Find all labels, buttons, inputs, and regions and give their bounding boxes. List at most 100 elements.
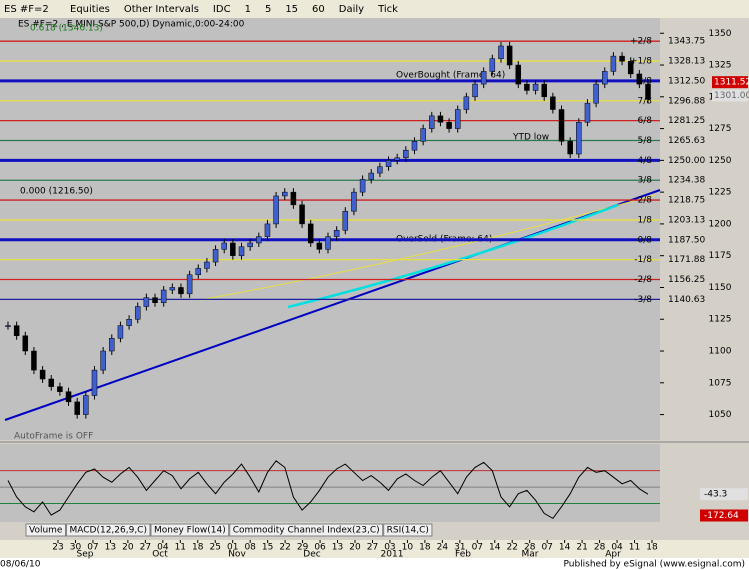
candle — [420, 128, 426, 142]
level-value: 1156.25 — [668, 275, 705, 285]
osc-pane — [0, 444, 660, 522]
level-name: 7/8 — [638, 96, 653, 106]
candle — [5, 325, 11, 327]
y-tick-label: 1125 — [709, 315, 732, 325]
level-name: +1/8 — [630, 57, 652, 67]
candle — [212, 249, 219, 263]
toolbar-item[interactable]: Daily — [339, 4, 364, 15]
candle — [57, 386, 63, 392]
tab[interactable]: RSI(14,C) — [387, 526, 429, 536]
date-label: 27 — [367, 543, 378, 553]
candle — [273, 195, 279, 225]
candle — [256, 236, 262, 244]
candle — [31, 350, 37, 371]
candle — [472, 83, 478, 98]
tab-box[interactable] — [25, 523, 66, 537]
toolbar-item[interactable]: Other Intervals — [124, 4, 199, 15]
osc-line — [7, 460, 649, 520]
ob-label: OverBought (Frame: 64) — [396, 71, 505, 81]
candle — [282, 191, 288, 197]
date-label: 07 — [472, 543, 483, 553]
candle — [307, 223, 314, 244]
date-label: 18 — [419, 543, 431, 553]
candle — [567, 141, 573, 155]
candle — [83, 395, 89, 415]
date-label: 04 — [157, 543, 169, 553]
toolbar-item[interactable]: Equities — [70, 4, 110, 15]
price-axis — [660, 18, 749, 440]
candle — [13, 325, 20, 337]
tab[interactable]: Money Flow(14) — [154, 526, 226, 536]
osc-tag — [700, 488, 748, 501]
month-label: Nov — [228, 550, 246, 560]
toolbar-item[interactable]: 1 — [245, 4, 251, 15]
symbol[interactable]: ES #F=2 — [4, 4, 49, 15]
month-label: 2011 — [381, 550, 404, 560]
candle — [550, 96, 556, 110]
candle — [394, 157, 400, 161]
osc-tag — [700, 509, 748, 522]
tab-box[interactable] — [65, 523, 151, 537]
y-tick-label: 1175 — [709, 251, 732, 261]
date-label: 13 — [332, 543, 343, 553]
month-label: Oct — [152, 550, 168, 560]
candle — [576, 121, 582, 155]
candle — [160, 289, 167, 303]
candle — [299, 204, 305, 225]
level-name: +2/8 — [630, 37, 652, 47]
candle — [489, 58, 496, 72]
candle — [238, 246, 245, 256]
level-value: 1203.13 — [668, 215, 705, 225]
toolbar-item[interactable]: 60 — [312, 4, 325, 15]
candle — [247, 242, 253, 248]
level-value: 1218.75 — [668, 196, 705, 206]
candle — [627, 60, 634, 75]
level-name: 3/8 — [638, 176, 653, 186]
date-label: 28 — [524, 543, 536, 553]
y-tick-label: 1250 — [709, 156, 732, 166]
tab[interactable]: Volume — [29, 526, 63, 536]
candle — [178, 287, 184, 295]
fib-label: 0.000 (1216.50) — [20, 187, 93, 197]
date-label: 28 — [594, 543, 606, 553]
date-label: 20 — [122, 543, 134, 553]
date-axis — [0, 540, 749, 558]
date-label: 14 — [489, 543, 501, 553]
toolbar-item[interactable]: 15 — [285, 4, 298, 15]
date-label: 27 — [140, 543, 151, 553]
toolbar — [0, 0, 749, 18]
price-tag — [712, 89, 748, 102]
tab-box[interactable] — [229, 523, 384, 537]
toolbar-item[interactable]: Tick — [377, 4, 398, 15]
candle — [515, 64, 522, 85]
toolbar-item[interactable]: IDC — [213, 4, 231, 15]
candle — [204, 261, 210, 269]
tab[interactable]: Commodity Channel Index(23,C) — [233, 526, 380, 536]
level-name: 5/8 — [638, 136, 653, 146]
y-tick-label: 1325 — [709, 61, 732, 71]
candle — [117, 325, 124, 339]
tab[interactable]: MACD(12,26,9,C) — [69, 526, 147, 536]
tab-box[interactable] — [383, 523, 433, 537]
candle — [446, 121, 452, 129]
footer: Published by eSignal (www.esignal.com) — [563, 560, 745, 570]
month-label: Sep — [77, 550, 94, 560]
candle — [645, 83, 651, 100]
price-tag-label: 1311.52 — [714, 78, 749, 88]
date-label: 11 — [629, 543, 640, 553]
candle — [316, 242, 323, 250]
toolbar-item[interactable]: 5 — [265, 4, 271, 15]
level-name: 4/8 — [638, 156, 653, 166]
candle — [636, 73, 643, 85]
date-label: 11 — [175, 543, 186, 553]
level-name: -1/8 — [634, 255, 652, 265]
candle — [437, 115, 444, 123]
y-tick-label: 1050 — [709, 410, 732, 420]
y-tick-label: 1225 — [709, 188, 732, 198]
candle — [134, 306, 141, 320]
level-name: 1/8 — [638, 215, 653, 225]
candle — [619, 55, 625, 62]
candle — [584, 102, 591, 123]
tab-box[interactable] — [150, 523, 230, 537]
